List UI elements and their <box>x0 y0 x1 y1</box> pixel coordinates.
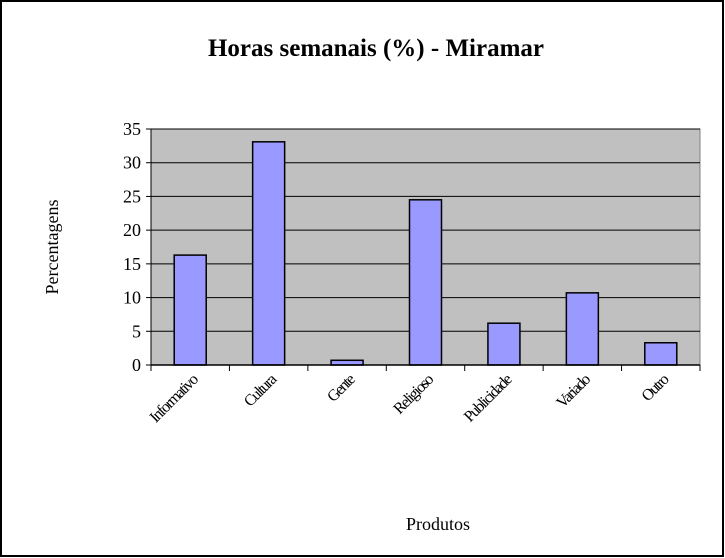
x-axis-label: Produtos <box>406 514 470 534</box>
y-tick-label: 20 <box>123 220 141 240</box>
y-tick-label: 30 <box>123 153 141 173</box>
y-tick-label: 35 <box>123 119 141 139</box>
y-tick-label: 25 <box>123 186 141 206</box>
y-tick-label: 0 <box>132 355 141 375</box>
bar <box>173 254 207 366</box>
bar <box>644 341 678 366</box>
bar <box>408 199 443 366</box>
chart-title: Horas semanais (%) - Miramar <box>208 35 544 62</box>
y-axis-label: Percentagens <box>42 200 62 295</box>
bar <box>565 292 600 366</box>
bar <box>251 141 286 366</box>
y-tick-label: 5 <box>132 321 141 341</box>
y-tick-label: 10 <box>123 288 141 308</box>
y-tick-label: 15 <box>123 254 141 274</box>
bar <box>487 322 521 366</box>
